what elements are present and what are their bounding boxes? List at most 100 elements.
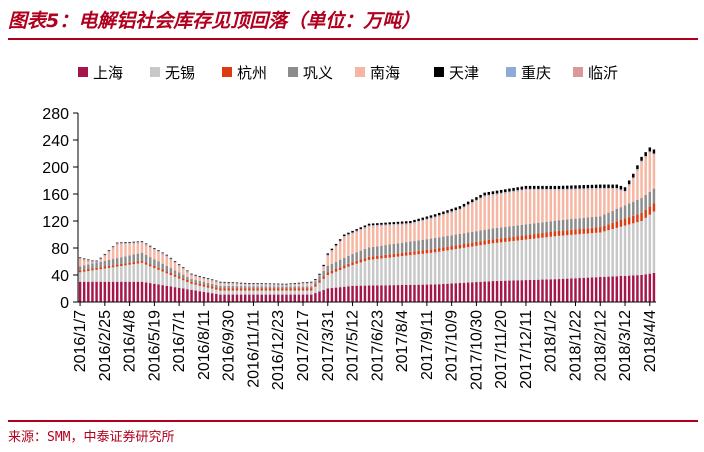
bar-segment-chongqing	[355, 231, 358, 233]
bar-segment-nanhai	[186, 272, 189, 277]
bar-segment-hangzhou	[644, 209, 647, 218]
bar-segment-linyi	[91, 261, 94, 262]
bar-segment-nanhai	[545, 190, 548, 222]
bar-segment-chongqing	[396, 224, 400, 226]
bar-segment-tianjin	[504, 189, 507, 193]
bar-segment-chongqing	[198, 277, 202, 278]
bar-segment-tianjin	[202, 277, 206, 278]
bar-segment-wuxi	[582, 233, 585, 278]
bar-segment-nanhai	[404, 224, 408, 243]
bar-segment-chongqing	[132, 243, 135, 244]
bar-segment-hangzhou	[169, 273, 173, 276]
bar-segment-chongqing	[376, 225, 379, 227]
bar-segment-gongyi	[380, 245, 383, 256]
bar-segment-nanhai	[111, 248, 115, 260]
bar-segment-wuxi	[165, 273, 169, 286]
bar-segment-shanghai	[404, 284, 408, 302]
bar-segment-chongqing	[153, 249, 156, 251]
bar-segment-nanhai	[330, 251, 334, 264]
bar-segment-gongyi	[153, 259, 156, 267]
bar-segment-hangzhou	[570, 229, 573, 235]
bar-segment-chongqing	[277, 284, 280, 286]
bar-segment-shanghai	[421, 284, 424, 302]
bar-segment-nanhai	[202, 279, 206, 283]
bar-segment-shanghai	[136, 281, 140, 302]
bar-segment-nanhai	[425, 220, 429, 240]
bar-segment-chongqing	[157, 251, 160, 253]
x-tick-label: 2018/2/12	[592, 310, 609, 381]
bar-segment-tianjin	[590, 184, 594, 189]
bar-segment-wuxi	[400, 256, 404, 285]
bar-segment-hangzhou	[124, 263, 127, 266]
bar-segment-wuxi	[627, 224, 631, 276]
bar-segment-chongqing	[524, 189, 528, 191]
bar-segment-chongqing	[149, 247, 152, 248]
bar-segment-gongyi	[305, 286, 309, 289]
bar-segment-hangzhou	[582, 228, 585, 234]
bar-segment-linyi	[334, 245, 338, 247]
bar-segment-tianjin	[512, 187, 515, 191]
bar-segment-gongyi	[566, 219, 569, 231]
bar-segment-hangzhou	[165, 271, 169, 274]
bar-segment-shanghai	[322, 290, 325, 302]
bar-segment-gongyi	[475, 231, 478, 242]
bar-segment-gongyi	[636, 199, 639, 215]
bar-segment-hangzhou	[355, 260, 358, 264]
bar-segment-wuxi	[194, 284, 197, 291]
bar-segment-tianjin	[491, 191, 495, 195]
bar-segment-gongyi	[289, 286, 292, 289]
bar-segment-shanghai	[124, 281, 127, 302]
bar-segment-gongyi	[421, 239, 424, 251]
bar-segment-shanghai	[425, 284, 429, 302]
bar-segment-shanghai	[508, 280, 511, 302]
bar-segment-tianjin	[198, 275, 202, 277]
bar-segment-chongqing	[623, 191, 627, 193]
bar-segment-gongyi	[359, 250, 363, 260]
bar-segment-nanhai	[648, 152, 652, 192]
bar-segment-hangzhou	[153, 266, 156, 269]
bar-segment-nanhai	[396, 225, 400, 244]
bar-segment-nanhai	[285, 285, 288, 287]
bar-segment-chongqing	[326, 255, 330, 257]
bar-segment-linyi	[652, 153, 656, 155]
bar-segment-hangzhou	[603, 225, 606, 232]
bar-segment-chongqing	[78, 258, 82, 260]
legend-label: 杭州	[237, 64, 267, 82]
bar-segment-gongyi	[202, 282, 206, 285]
bar-segment-wuxi	[433, 252, 437, 285]
bar-segment-chongqing	[343, 236, 346, 238]
bar-segment-nanhai	[561, 190, 565, 220]
bar-segment-wuxi	[607, 230, 610, 277]
legend-label: 上海	[93, 64, 123, 82]
bar-segment-gongyi	[376, 246, 379, 256]
bar-segment-gongyi	[314, 281, 317, 285]
bar-segment-gongyi	[198, 281, 202, 284]
bar-segment-wuxi	[537, 238, 540, 280]
bar-segment-linyi	[297, 283, 301, 285]
bar-segment-wuxi	[107, 267, 111, 282]
bar-segment-hangzhou	[314, 284, 317, 287]
bar-segment-chongqing	[177, 265, 181, 267]
bar-segment-gongyi	[570, 219, 573, 230]
bar-segment-tianjin	[632, 173, 635, 178]
bar-segment-chongqing	[161, 253, 164, 255]
bar-segment-linyi	[640, 160, 643, 162]
y-tick-label: 240	[42, 133, 69, 150]
bar-segment-tianjin	[99, 257, 102, 259]
bar-segment-shanghai	[115, 281, 119, 302]
bar-segment-shanghai	[272, 294, 276, 302]
bar-segment-linyi	[599, 187, 602, 189]
bar-segment-tianjin	[161, 252, 164, 254]
bar-segment-chongqing	[140, 242, 144, 244]
bar-segment-tianjin	[206, 278, 210, 279]
bar-segment-wuxi	[603, 231, 606, 277]
bar-segment-chongqing	[305, 283, 309, 285]
bar-segment-chongqing	[537, 189, 540, 191]
bar-segment-wuxi	[289, 290, 292, 295]
bar-segment-shanghai	[619, 276, 623, 302]
bar-segment-nanhai	[149, 247, 152, 258]
bar-segment-nanhai	[281, 285, 284, 287]
bar-segment-linyi	[136, 242, 140, 243]
bar-segment-gongyi	[363, 249, 367, 259]
bar-segment-nanhai	[182, 269, 185, 275]
